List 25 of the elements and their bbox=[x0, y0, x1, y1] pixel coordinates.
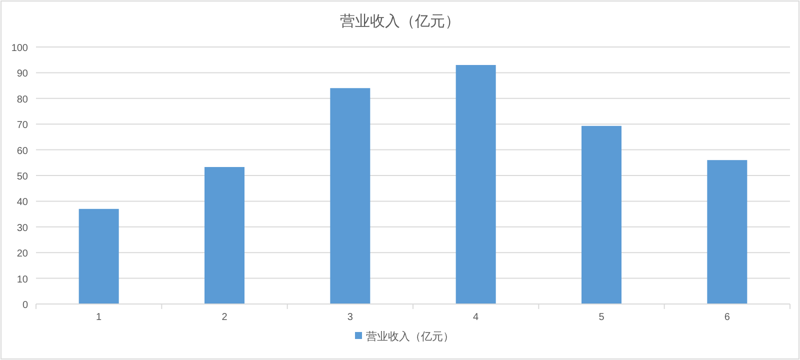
y-tick-label: 10 bbox=[16, 274, 28, 286]
x-tick-label: 3 bbox=[347, 312, 354, 323]
x-tick-label: 2 bbox=[222, 312, 228, 323]
x-tick-label: 5 bbox=[598, 312, 605, 323]
y-tick-label: 90 bbox=[16, 68, 28, 80]
x-tick-label: 4 bbox=[473, 312, 480, 323]
bar bbox=[582, 126, 622, 304]
chart-title: 营业收入（亿元） bbox=[340, 13, 460, 30]
bar bbox=[707, 160, 748, 304]
bar bbox=[204, 167, 244, 304]
y-tick-label: 30 bbox=[16, 222, 28, 234]
y-tick-label: 0 bbox=[22, 300, 28, 311]
y-tick-label: 40 bbox=[16, 197, 28, 208]
x-tick-label: 1 bbox=[96, 312, 102, 323]
y-tick-label: 70 bbox=[16, 120, 28, 132]
bar bbox=[330, 88, 370, 304]
bar bbox=[78, 208, 119, 304]
y-tick-label: 50 bbox=[16, 172, 28, 182]
legend-label: 营业收入（亿元） bbox=[366, 330, 454, 343]
y-tick-label: 100 bbox=[11, 43, 28, 54]
x-tick-label: 6 bbox=[724, 312, 730, 323]
y-tick-label: 20 bbox=[16, 248, 28, 260]
y-tick-label: 60 bbox=[16, 146, 28, 157]
bar bbox=[456, 64, 496, 304]
y-tick-label: 80 bbox=[16, 94, 28, 106]
